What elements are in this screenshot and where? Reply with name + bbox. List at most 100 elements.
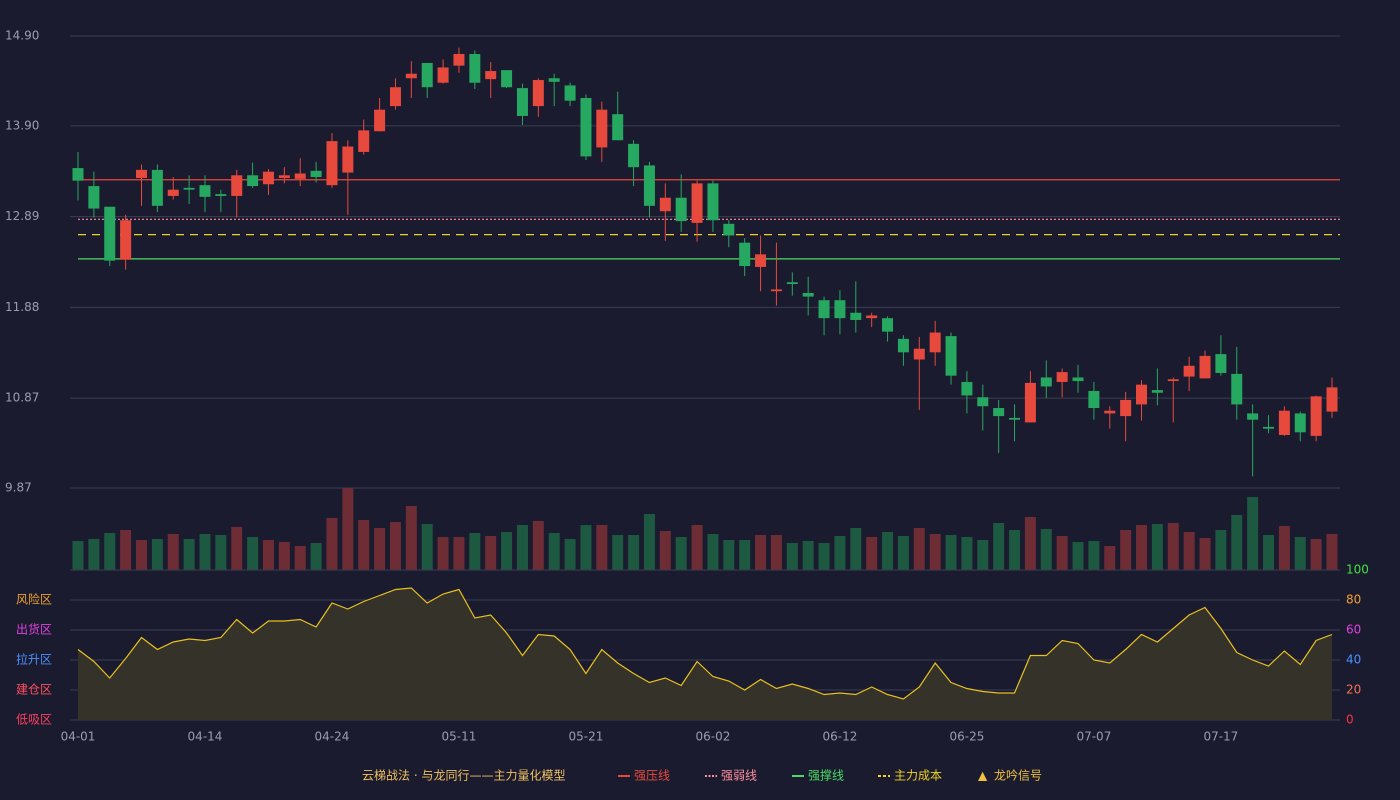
candle-body [1294, 413, 1306, 433]
volume-bar [374, 528, 386, 570]
volume-bar [342, 488, 354, 570]
candle-body [659, 197, 671, 212]
volume-bar [278, 542, 290, 570]
candle-body [389, 87, 401, 107]
y-tick-label: 10.87 [5, 391, 39, 405]
candle-body [516, 88, 528, 116]
volume-bar [929, 534, 941, 570]
volume-bar [850, 528, 862, 570]
candle-body [1263, 426, 1275, 429]
volume-bar [1294, 537, 1306, 570]
volume-bar [437, 537, 449, 570]
volume-bar [1056, 536, 1068, 570]
candle-body [945, 336, 957, 376]
candle-body [628, 143, 640, 168]
volume-bar [564, 539, 576, 570]
volume-bar [405, 506, 417, 570]
y2-tick-label: 40 [1346, 653, 1361, 667]
volume-bar [183, 539, 195, 570]
volume-bar [628, 535, 640, 570]
candle-body [485, 71, 497, 80]
indicator-line [77, 587, 1333, 700]
volume-bar [421, 524, 433, 570]
candle-body [342, 146, 354, 173]
volume-bar [1136, 525, 1148, 570]
y-tick-label: 13.90 [5, 118, 39, 132]
y2-tick-label: 60 [1346, 623, 1361, 637]
candle-body [405, 73, 417, 79]
volume-bar [755, 535, 767, 570]
candle-body [723, 223, 735, 236]
volume-bar [485, 536, 497, 570]
volume-bar [1278, 526, 1290, 570]
volume-bar [501, 532, 513, 570]
x-tick-label: 06-02 [695, 730, 730, 744]
candle-body [1231, 373, 1243, 405]
candle-body [929, 332, 941, 353]
y2-tick-label: 100 [1346, 563, 1369, 577]
candle-body [834, 300, 846, 319]
volume-bar [1199, 538, 1211, 570]
candle-body [1326, 387, 1338, 412]
candle-body [421, 62, 433, 88]
y2-tick-label: 0 [1346, 713, 1354, 727]
candle-body [1056, 372, 1068, 382]
candle-body [961, 381, 973, 396]
candle-body [564, 85, 576, 101]
candle-body [215, 194, 227, 196]
volume-bar [786, 543, 798, 570]
candle-body [707, 183, 719, 221]
volume-bar [1167, 523, 1179, 570]
candle-body [913, 348, 925, 360]
volume-bar [691, 525, 703, 570]
candle-body [1183, 365, 1195, 377]
legend-label: 强撑线 [808, 768, 844, 783]
candle-body [1088, 390, 1100, 409]
x-tick-label: 06-25 [949, 730, 984, 744]
x-tick-label: 04-01 [61, 730, 96, 744]
candle-body [993, 408, 1005, 417]
candle-body [167, 189, 179, 196]
candle-body [548, 78, 560, 82]
candle-body [755, 254, 767, 267]
candle-body [374, 109, 386, 132]
candle-body [199, 185, 211, 197]
candle-body [151, 169, 163, 206]
legend-label: 强压线 [634, 769, 670, 783]
volume-bar [326, 518, 338, 570]
volume-bar [1231, 515, 1243, 570]
candle-body [1167, 379, 1179, 382]
candle-body [1215, 354, 1227, 373]
candle-body [1072, 377, 1084, 382]
candle-body [1120, 399, 1132, 417]
candle-body [278, 175, 290, 178]
volume-bar [215, 535, 227, 570]
candle-body [120, 220, 132, 260]
zone-label: 低吸区 [16, 713, 52, 727]
candle-body [977, 397, 989, 407]
volume-bar [231, 527, 243, 570]
volume-bar [866, 537, 878, 570]
candle-body [437, 67, 449, 83]
volume-bar [1247, 497, 1259, 570]
volume-bar [818, 543, 830, 570]
candle-body [802, 293, 814, 297]
volume-bar [945, 535, 957, 570]
x-tick-label: 04-14 [188, 730, 223, 744]
volume-bar [675, 537, 687, 570]
y-tick-label: 9.87 [5, 481, 32, 495]
volume-bar [469, 533, 481, 570]
volume-bar [247, 537, 259, 570]
candle-body [818, 300, 830, 319]
candle-body [739, 242, 751, 267]
volume-bar [1024, 517, 1036, 570]
volume-bar [453, 537, 465, 570]
x-tick-label: 05-21 [569, 730, 604, 744]
legend-title: 云梯战法 · 与龙同行——主力量化模型 [362, 769, 565, 783]
candle-body [691, 183, 703, 223]
candle-body [294, 173, 306, 179]
candle-body [1278, 410, 1290, 435]
volume-bar [1088, 541, 1100, 570]
candle-body [501, 70, 513, 88]
volume-bar [1009, 530, 1021, 570]
